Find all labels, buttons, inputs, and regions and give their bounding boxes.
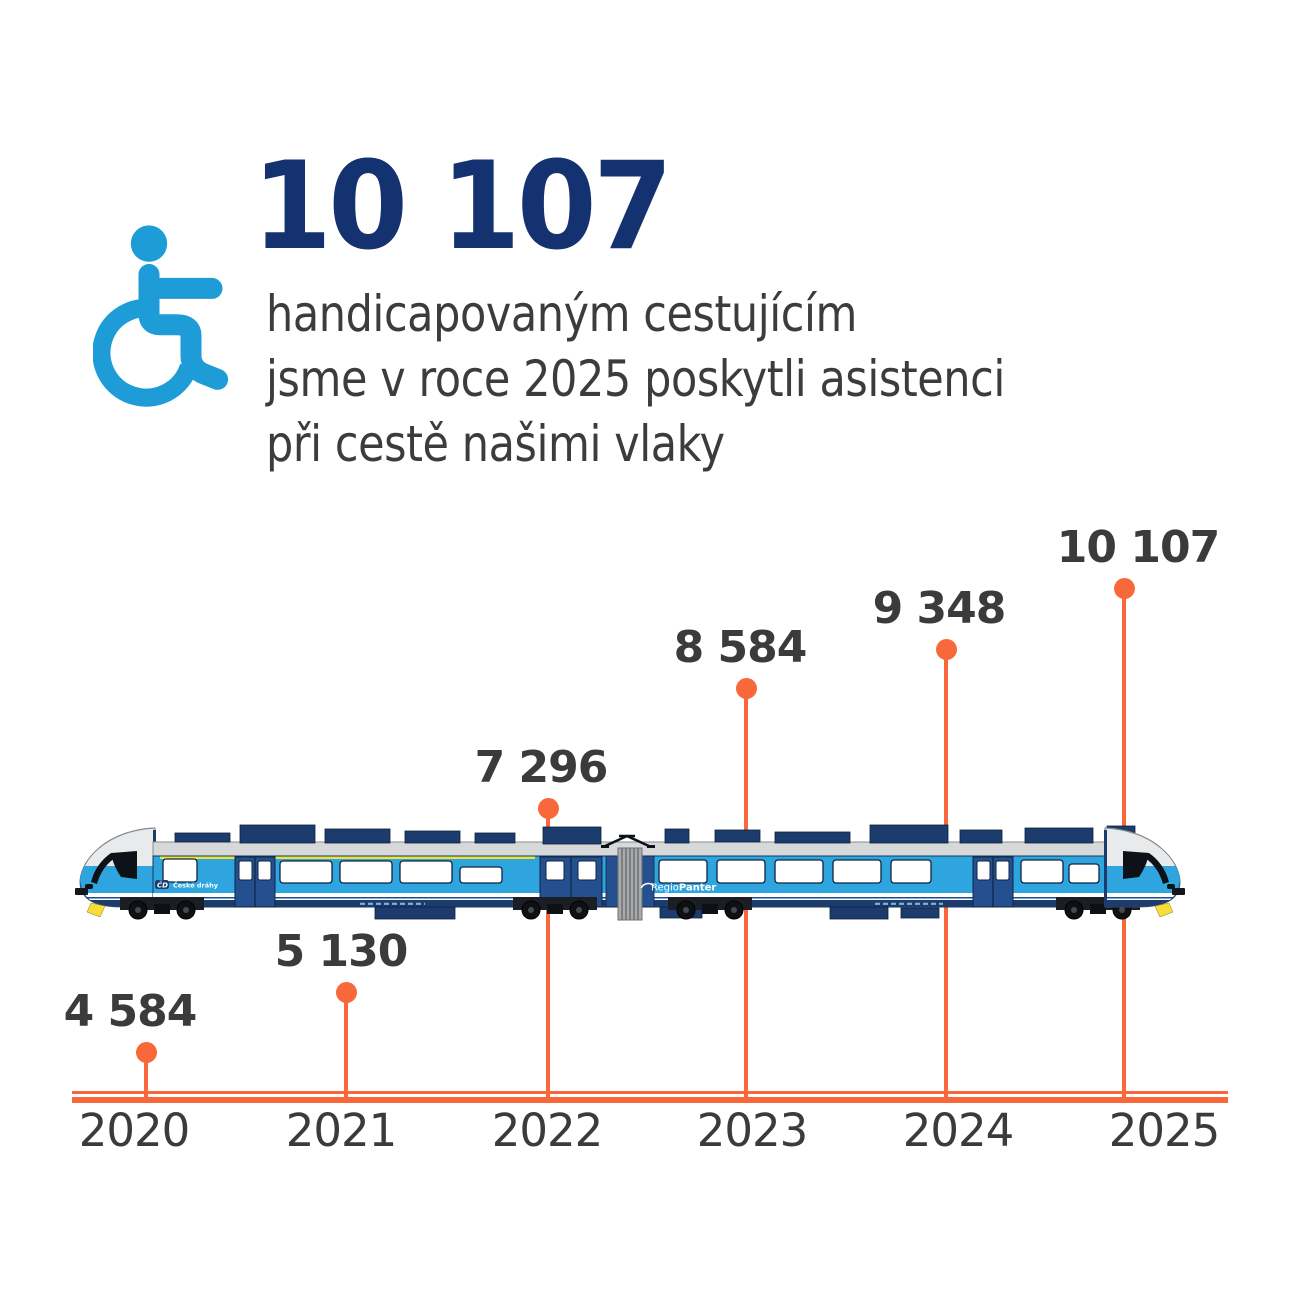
- lollipop-stem: [546, 808, 550, 1102]
- year-label: 2020: [78, 1104, 191, 1157]
- headline-number: 10 107: [252, 136, 673, 277]
- description-line-2: jsme v roce 2025 poskytli asistenci: [266, 350, 1005, 408]
- roof-equipment: [174, 824, 1136, 845]
- timeline-axis-thick-line: [72, 1096, 1228, 1103]
- description-line-1: handicapovaným cestujícím: [266, 285, 857, 343]
- lollipop-marker: [1113, 577, 1135, 599]
- value-label: 4 584: [63, 986, 198, 1037]
- year-label: 2022: [491, 1104, 604, 1157]
- timeline-axis-thin-line: [72, 1091, 1228, 1094]
- year-label: 2025: [1108, 1104, 1221, 1157]
- lollipop-marker: [335, 981, 357, 1003]
- svg-text:RegioPanter: RegioPanter: [651, 883, 716, 894]
- lollipop-marker: [537, 797, 559, 819]
- wheelchair-accessibility-icon: [92, 222, 233, 422]
- train-windows: [162, 858, 1100, 884]
- train-bogies: [120, 897, 1140, 920]
- yellow-livery-stripe: [160, 856, 535, 859]
- regiopanter-branding: RegioPanter: [640, 883, 716, 894]
- value-label: 10 107: [1056, 522, 1220, 573]
- lollipop-marker: [735, 677, 757, 699]
- train-gangway: [605, 847, 655, 921]
- pantograph: [601, 834, 655, 849]
- value-label: 7 296: [474, 742, 609, 793]
- year-label: 2021: [285, 1104, 398, 1157]
- underfloor-equipment: [374, 906, 940, 920]
- value-label: 9 348: [872, 583, 1007, 634]
- description-line-3: při cestě našimi vlaky: [266, 415, 725, 473]
- headline-description: handicapovaným cestujícím jsme v roce 20…: [266, 282, 1005, 477]
- year-label: 2024: [902, 1104, 1015, 1157]
- train-cab-right: [1104, 828, 1185, 917]
- lollipop-stem: [344, 992, 348, 1102]
- train-body: ČD České dráhy RegioPanter ČD: [120, 824, 1140, 921]
- value-label: 8 584: [673, 622, 808, 673]
- svg-text:ČD: ČD: [157, 880, 168, 889]
- svg-text:České dráhy: České dráhy: [173, 880, 219, 889]
- lollipop-stem: [144, 1052, 148, 1102]
- year-label: 2023: [696, 1104, 809, 1157]
- regiopanter-train-illustration: ČD České dráhy RegioPanter ČD: [74, 820, 1185, 924]
- lollipop-marker: [935, 638, 957, 660]
- lollipop-marker: [135, 1041, 157, 1063]
- cd-operator-logo: ČD České dráhy: [155, 880, 219, 889]
- value-label: 5 130: [274, 926, 409, 977]
